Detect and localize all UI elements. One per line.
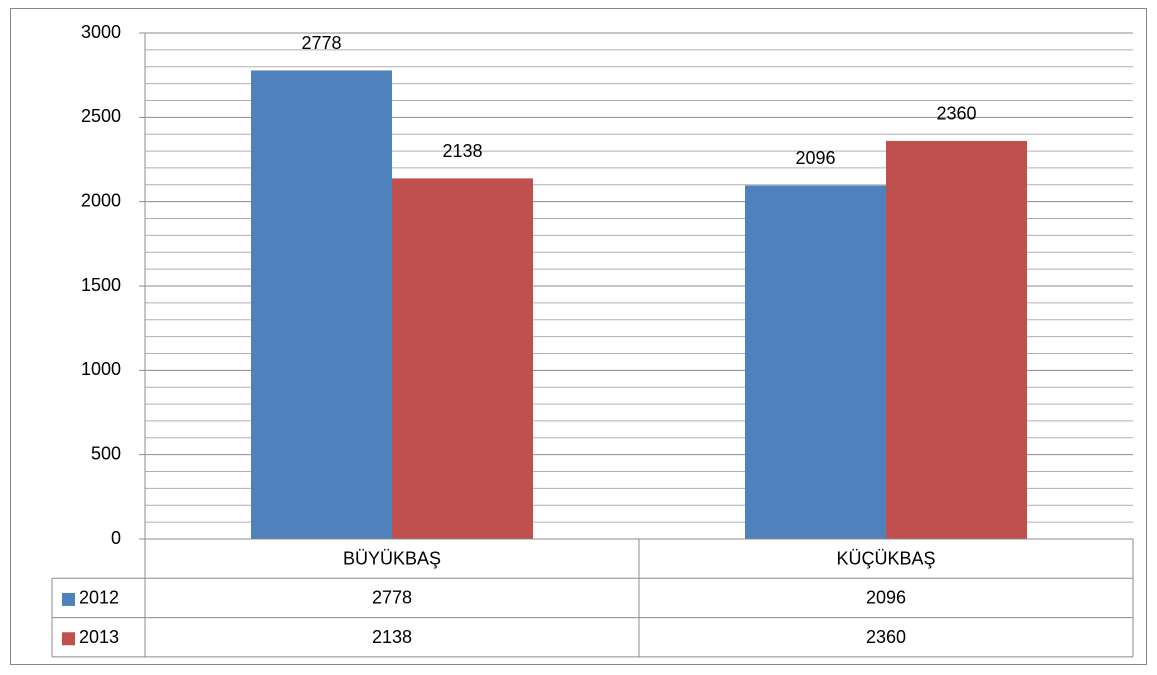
- x-tick-label: BÜYÜKBAŞ: [343, 548, 441, 568]
- legend-label: 2013: [79, 627, 119, 647]
- data-label: 2360: [936, 104, 976, 124]
- y-tick-label: 1500: [81, 275, 121, 295]
- y-tick-label: 0: [111, 528, 121, 548]
- bar: [745, 185, 886, 539]
- table-cell: 2778: [372, 588, 412, 608]
- y-tick-label: 500: [91, 443, 121, 463]
- table-cell: 2138: [372, 627, 412, 647]
- data-label: 2778: [301, 33, 341, 53]
- bar: [886, 140, 1027, 540]
- legend-swatch: [62, 632, 75, 646]
- bar: [251, 70, 392, 539]
- legend-label: 2012: [79, 588, 119, 608]
- data-label: 2138: [442, 141, 482, 161]
- y-tick-label: 1000: [81, 359, 121, 379]
- bar: [392, 178, 533, 539]
- y-tick-label: 3000: [81, 22, 121, 42]
- legend-swatch: [62, 592, 75, 606]
- data-label: 2096: [795, 148, 835, 168]
- y-tick-label: 2000: [81, 190, 121, 210]
- y-tick-label: 2500: [81, 106, 121, 126]
- x-tick-label: KÜÇÜKBAŞ: [836, 548, 935, 568]
- table-cell: 2360: [866, 627, 906, 647]
- table-cell: 2096: [866, 588, 906, 608]
